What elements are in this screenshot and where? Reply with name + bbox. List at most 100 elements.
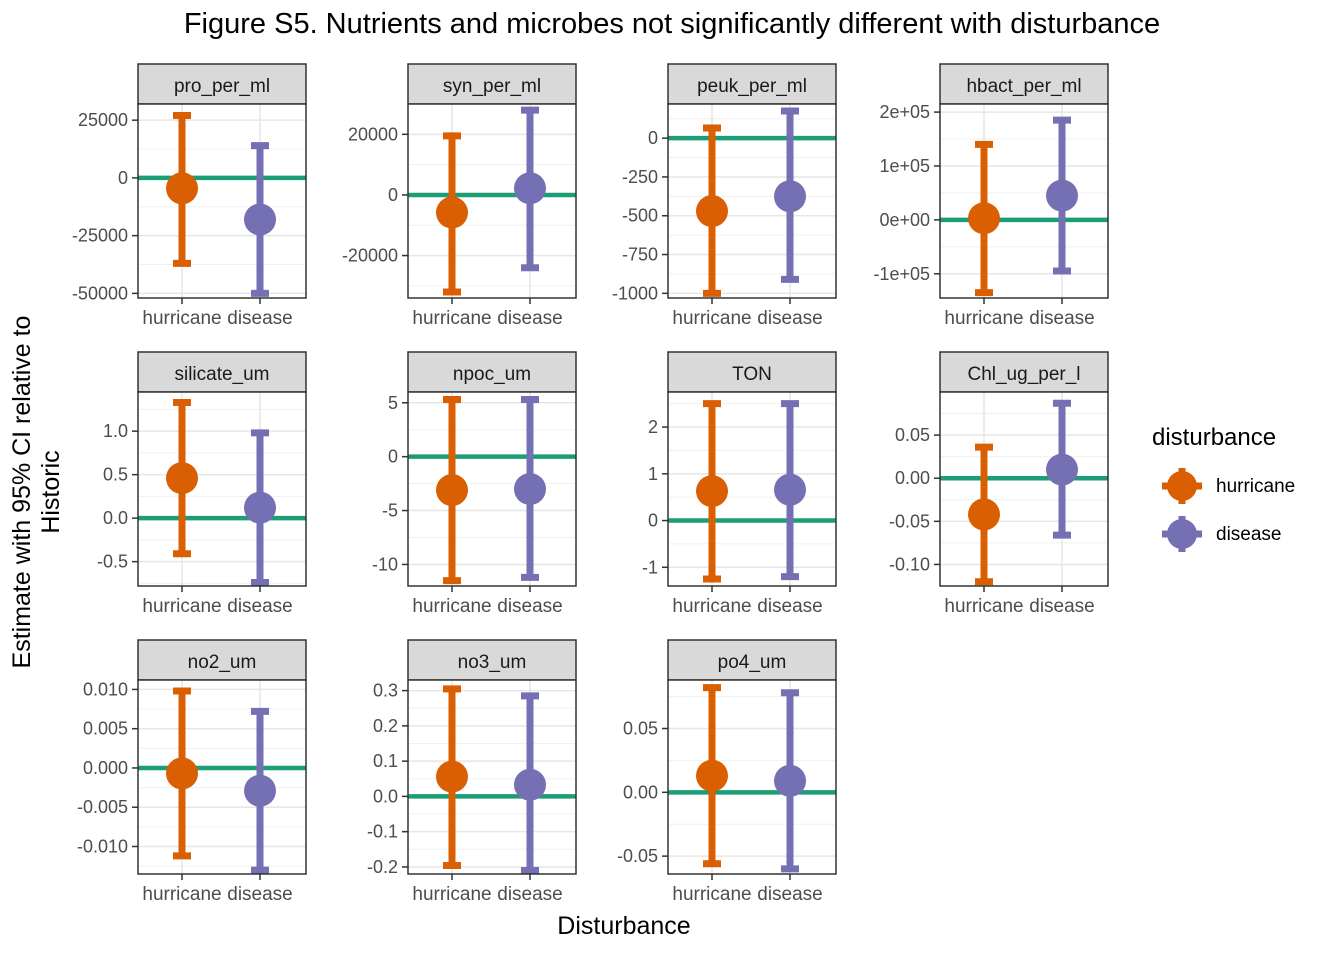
panel-background [408, 680, 576, 874]
strip-no2_um [137, 639, 307, 681]
x-tick-label: disease [757, 596, 823, 617]
y-tick-label: -0.5 [97, 552, 128, 572]
y-tick-label: 0.05 [623, 719, 658, 739]
panel-npoc_um: npoc_um 5 0 -5 -10 hurricane disease [372, 351, 577, 617]
point-estimate-hurricane [696, 759, 728, 792]
legend-key-hurricane [1162, 468, 1202, 504]
y-tick-label: 0.00 [895, 468, 930, 488]
panel-pro_per_ml: pro_per_ml 25000 0 -25000 -50000 hurricane dis… [72, 63, 307, 329]
panel-no3_um: no3_um 0.3 0.2 0.1 0.0 -0.1 -0.2 hurricane disea… [367, 639, 577, 905]
panel-background [668, 680, 836, 874]
strip-label-no2_um: no2_um [188, 652, 257, 673]
y-tick-label: 0.5 [103, 465, 128, 485]
y-tick-label: -0.05 [889, 511, 930, 531]
y-tick-label: 2e+05 [879, 102, 930, 122]
panel-Chl_ug_per_l: Chl_ug_per_l 0.05 0.00 -0.05 -0.10 hurricane d… [889, 351, 1109, 617]
point-estimate-hurricane [166, 462, 198, 495]
y-tick-label: 0e+00 [879, 210, 930, 230]
panel-background [940, 104, 1108, 298]
panel-background [408, 104, 576, 298]
y-tick-label: 1 [648, 464, 658, 484]
y-tick-label: 0.00 [623, 782, 658, 802]
point-estimate-hurricane [166, 757, 198, 790]
strip-npoc_um [407, 351, 577, 393]
y-tick-label: 20000 [348, 124, 398, 144]
y-tick-label: 0.3 [373, 681, 398, 701]
panel-silicate_um: silicate_um 1.0 0.5 0.0 -0.5 hurricane disease [97, 351, 307, 617]
y-tick-label: -10 [372, 554, 398, 574]
x-tick-label: disease [227, 884, 293, 905]
legend-key-disease [1162, 516, 1202, 552]
point-estimate-hurricane [968, 202, 1000, 235]
x-tick-label: disease [497, 308, 563, 329]
y-tick-label: -0.005 [77, 797, 128, 817]
strip-label-no3_um: no3_um [458, 652, 527, 673]
y-tick-label: -1e+05 [873, 264, 930, 284]
strip-label-peuk_per_ml: peuk_per_ml [697, 76, 807, 97]
x-tick-label: disease [227, 596, 293, 617]
y-tick-label: 0.05 [895, 425, 930, 445]
panel-border [137, 391, 307, 587]
y-tick-label: -20000 [342, 246, 398, 266]
strip-label-syn_per_ml: syn_per_ml [443, 76, 541, 97]
y-tick-label: 1e+05 [879, 156, 930, 176]
legend: disturbance hurricane disease [1152, 424, 1342, 558]
y-tick-label: 0.2 [373, 716, 398, 736]
x-tick-label: hurricane [412, 596, 491, 617]
legend-item-hurricane: hurricane [1152, 462, 1342, 510]
y-tick-label: -250 [622, 167, 658, 187]
panel-peuk_per_ml: peuk_per_ml 0 -250 -500 -750 -1000 hurricane di… [612, 63, 837, 329]
y-tick-label: 0 [388, 447, 398, 467]
panel-border [137, 679, 307, 875]
y-tick-label: -500 [622, 206, 658, 226]
strip-label-Chl_ug_per_l: Chl_ug_per_l [967, 364, 1080, 385]
y-tick-label: 0.0 [373, 786, 398, 806]
y-tick-label: 0.010 [83, 679, 128, 699]
panel-TON: TON 2 1 0 -1 hurricane disease [642, 351, 837, 617]
x-axis-title: Disturbance [557, 912, 691, 940]
panel-border [667, 679, 837, 875]
y-tick-label: -1 [642, 557, 658, 577]
x-tick-label: disease [1029, 596, 1095, 617]
legend-label-disease: disease [1216, 524, 1282, 545]
point-estimate-hurricane [166, 172, 198, 205]
x-tick-label: hurricane [142, 308, 221, 329]
x-tick-label: disease [757, 308, 823, 329]
strip-label-pro_per_ml: pro_per_ml [174, 76, 270, 97]
strip-no3_um [407, 639, 577, 681]
x-tick-label: disease [1029, 308, 1095, 329]
x-tick-label: hurricane [944, 308, 1023, 329]
panel-border [939, 103, 1109, 299]
point-estimate-disease [774, 180, 806, 213]
y-tick-label: 1.0 [103, 421, 128, 441]
strip-label-po4_um: po4_um [718, 652, 787, 673]
panel-background [138, 104, 306, 298]
y-tick-label: 5 [388, 393, 398, 413]
y-tick-label: -50000 [72, 283, 128, 303]
y-tick-label: 2 [648, 417, 658, 437]
strip-hbact_per_ml [939, 63, 1109, 105]
y-tick-label: -0.2 [367, 857, 398, 877]
panel-background [940, 392, 1108, 586]
legend-key-point [1167, 471, 1197, 501]
panel-border [137, 103, 307, 299]
panel-po4_um: po4_um 0.05 0.00 -0.05 hurricane disease [617, 639, 837, 905]
panel-border [407, 679, 577, 875]
point-estimate-disease [244, 491, 276, 524]
y-tick-label: 0.005 [83, 719, 128, 739]
x-tick-label: disease [227, 308, 293, 329]
x-tick-label: hurricane [412, 308, 491, 329]
legend-key-point [1167, 519, 1197, 549]
panel-background [668, 392, 836, 586]
point-estimate-disease [774, 473, 806, 506]
x-tick-label: hurricane [944, 596, 1023, 617]
x-tick-label: disease [497, 884, 563, 905]
chart-title: Figure S5. Nutrients and microbes not si… [183, 8, 1161, 40]
panel-syn_per_ml: syn_per_ml 20000 0 -20000 hurricane disease [342, 63, 577, 329]
y-tick-label: 0.1 [373, 751, 398, 771]
point-estimate-disease [1046, 179, 1078, 212]
point-estimate-disease [774, 764, 806, 797]
strip-label-TON: TON [732, 364, 772, 385]
strip-silicate_um [137, 351, 307, 393]
point-estimate-hurricane [696, 195, 728, 228]
